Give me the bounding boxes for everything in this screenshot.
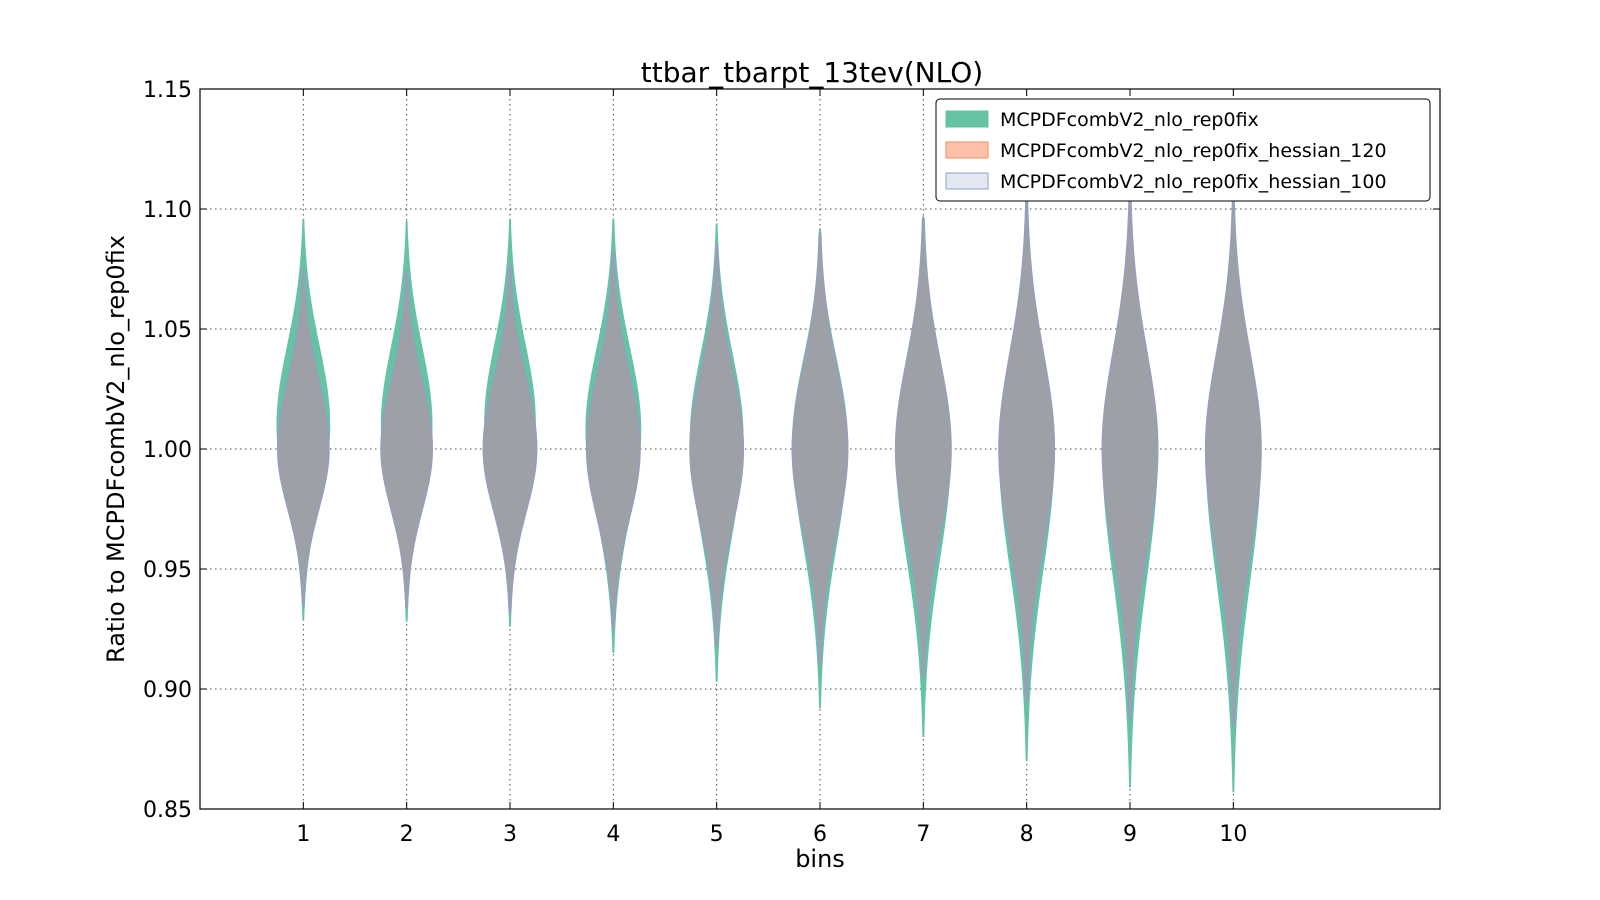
legend-label-1: MCPDFcombV2_nlo_rep0fix	[1000, 109, 1259, 131]
x-tick-label: 8	[1020, 822, 1034, 847]
tick-layer: 0.85 0.90 0.95 1.00 1.05 1.10 1.15 1 2 3 4 5 6 7 8 9 10	[143, 78, 1440, 847]
x-tick-label: 4	[606, 822, 620, 847]
y-tick-label: 1.10	[143, 198, 192, 223]
legend-swatch-2	[945, 141, 989, 159]
y-tick-label: 0.90	[143, 678, 192, 703]
x-axis-label: bins	[795, 845, 845, 873]
legend-label-2: MCPDFcombV2_nlo_rep0fix_hessian_120	[1000, 140, 1387, 162]
x-tick-label: 7	[916, 822, 930, 847]
violin-layer	[276, 194, 1262, 793]
x-tick-label: 1	[296, 822, 310, 847]
x-tick-label: 2	[400, 822, 414, 847]
violin-bin-3-series-3	[482, 263, 538, 613]
y-tick-label: 1.00	[143, 438, 192, 463]
violin-bin-8-series-3	[998, 198, 1056, 702]
y-tick-label: 1.05	[143, 318, 192, 343]
violin-bin-6-series-3	[791, 232, 849, 666]
violin-bin-1-series-3	[276, 268, 330, 606]
violin-bin-4-series-3	[585, 251, 641, 630]
violin-bin-7-series-3	[894, 218, 952, 678]
legend-box	[935, 98, 1431, 202]
legend: MCPDFcombV2_nlo_rep0fix MCPDFcombV2_nlo_r…	[935, 98, 1431, 202]
y-tick-label: 0.95	[143, 558, 192, 583]
x-tick-label: 6	[813, 822, 827, 847]
x-tick-label: 9	[1123, 822, 1137, 847]
x-tick-label: 10	[1219, 822, 1247, 847]
violin-bin-9-series-3	[1101, 194, 1159, 719]
y-tick-label: 1.15	[143, 78, 192, 103]
legend-swatch-1	[945, 110, 989, 128]
x-tick-label: 5	[710, 822, 724, 847]
violin-bin-2-series-3	[380, 270, 433, 608]
y-axis-label: Ratio to MCPDFcombV2_nlo_rep0fix	[102, 235, 130, 663]
violin-bin-5-series-3	[689, 244, 745, 647]
y-tick-label: 0.85	[143, 798, 192, 823]
legend-swatch-3	[945, 172, 989, 190]
chart-title: ttbar_tbarpt_13tev(NLO)	[641, 56, 983, 89]
violin-bin-10-series-3	[1204, 198, 1262, 726]
x-tick-label: 3	[503, 822, 517, 847]
legend-label-3: MCPDFcombV2_nlo_rep0fix_hessian_100	[1000, 171, 1387, 193]
